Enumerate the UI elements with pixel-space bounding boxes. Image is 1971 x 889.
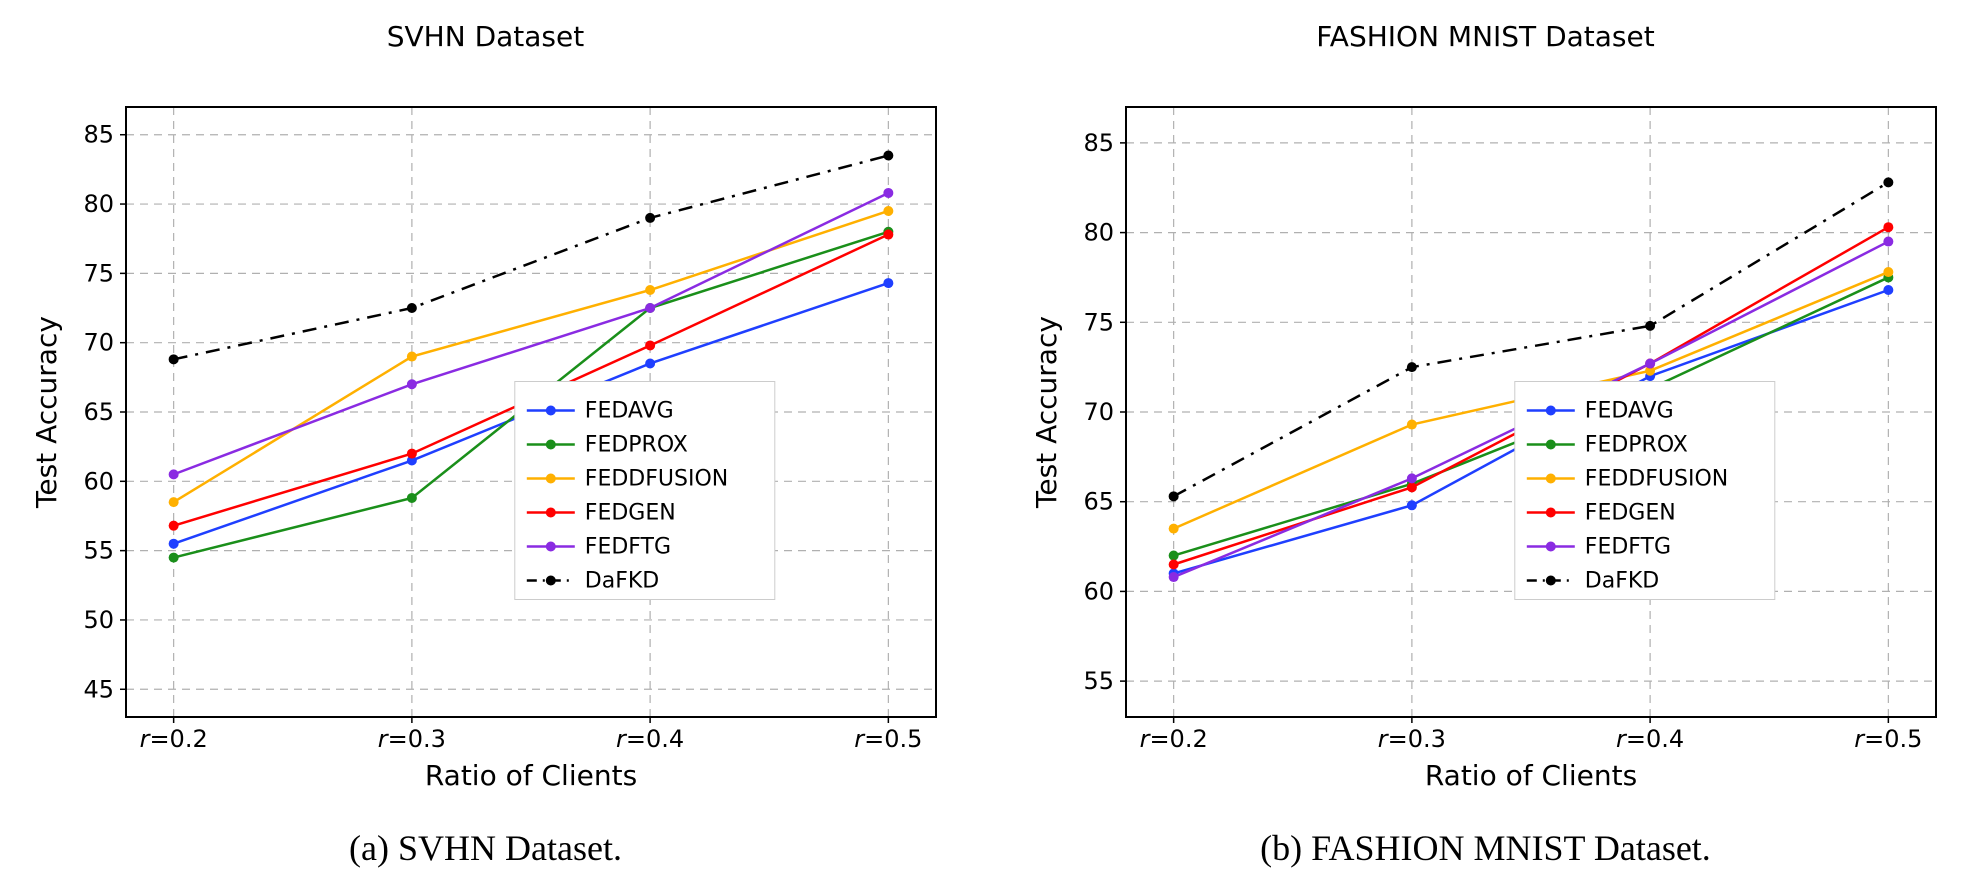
- series-marker-FEDAVG: [883, 278, 893, 288]
- series-marker-FEDFTG: [1406, 473, 1416, 483]
- series-marker-FEDDFUSION: [883, 206, 893, 216]
- series-marker-FEDFTG: [883, 188, 893, 198]
- series-marker-FEDFTG: [168, 469, 178, 479]
- legend-label-FEDPROX: FEDPROX: [1584, 433, 1687, 458]
- ytick-label: 75: [83, 259, 114, 287]
- ytick-label: 70: [83, 329, 114, 357]
- chart-title-svhn: SVHN Dataset: [387, 20, 584, 53]
- series-marker-FEDAVG: [1406, 500, 1416, 510]
- xtick-label: r=0.4: [1616, 725, 1684, 753]
- ytick-label: 65: [1083, 488, 1114, 516]
- series-marker-FEDGEN: [645, 340, 655, 350]
- legend-label-FEDGEN: FEDGEN: [584, 501, 675, 526]
- xtick-label: r=0.2: [139, 725, 207, 753]
- series-marker-FEDFTG: [406, 379, 416, 389]
- series-marker-FEDAVG: [168, 539, 178, 549]
- series-marker-DaFKD: [1883, 177, 1893, 187]
- series-marker-FEDGEN: [883, 230, 893, 240]
- legend-label-FEDAVG: FEDAVG: [584, 399, 673, 424]
- x-axis-label: Ratio of Clients: [1424, 759, 1636, 792]
- series-marker-FEDGEN: [1406, 482, 1416, 492]
- series-marker-FEDAVG: [645, 358, 655, 368]
- series-marker-FEDFTG: [1883, 237, 1893, 247]
- series-marker-DaFKD: [406, 303, 416, 313]
- legend-label-DaFKD: DaFKD: [584, 569, 658, 594]
- series-marker-FEDDFUSION: [406, 352, 416, 362]
- chart-caption-fashion: (b) FASHION MNIST Dataset.: [1260, 827, 1711, 869]
- series-marker-FEDFTG: [1645, 359, 1655, 369]
- xtick-label: r=0.3: [377, 725, 445, 753]
- xtick-label: r=0.4: [616, 725, 684, 753]
- series-marker-FEDGEN: [1883, 222, 1893, 232]
- legend-label-FEDFTG: FEDFTG: [584, 535, 670, 560]
- series-marker-DaFKD: [645, 213, 655, 223]
- series-marker-FEDDFUSION: [645, 285, 655, 295]
- series-marker-FEDAVG: [1883, 285, 1893, 295]
- chart-svg-fashion: 55 60 65 70 75 80 85 r=0.2 r=0.3 r=0.4 r=0.5 Ratio …: [1006, 57, 1966, 817]
- series-marker-FEDGEN: [168, 521, 178, 531]
- chart-caption-svhn: (a) SVHN Dataset.: [349, 827, 622, 869]
- legend-label-FEDDFUSION: FEDDFUSION: [584, 467, 727, 492]
- series-marker-FEDFTG: [1168, 572, 1178, 582]
- series-marker-FEDPROX: [406, 493, 416, 503]
- chart-panel-svhn: SVHN Dataset 45 50 55 60 65 70 75 80 85 r=0.2 r=0.3…: [6, 20, 966, 869]
- series-marker-DaFKD: [168, 354, 178, 364]
- series-marker-FEDDFUSION: [1406, 420, 1416, 430]
- ytick-label: 85: [1083, 129, 1114, 157]
- ytick-label: 55: [83, 537, 114, 565]
- xtick-label: r=0.3: [1377, 725, 1445, 753]
- chart-panel-fashion: FASHION MNIST Dataset 55 60 65 70 75 80 85 r=0.2…: [1006, 20, 1966, 869]
- y-axis-label: Test Accuracy: [1030, 316, 1063, 509]
- series-marker-DaFKD: [1645, 321, 1655, 331]
- xtick-label: r=0.5: [1854, 725, 1922, 753]
- series-marker-FEDDFUSION: [168, 497, 178, 507]
- ytick-label: 75: [1083, 308, 1114, 336]
- series-marker-FEDDFUSION: [1883, 267, 1893, 277]
- series-marker-DaFKD: [1168, 491, 1178, 501]
- series-marker-FEDGEN: [1168, 560, 1178, 570]
- ytick-label: 80: [83, 190, 114, 218]
- ytick-label: 60: [83, 467, 114, 495]
- legend-label-FEDDFUSION: FEDDFUSION: [1584, 467, 1727, 492]
- y-axis-label: Test Accuracy: [30, 316, 63, 509]
- series-marker-FEDGEN: [406, 449, 416, 459]
- series-marker-DaFKD: [1406, 362, 1416, 372]
- xtick-label: r=0.2: [1139, 725, 1207, 753]
- ytick-label: 55: [1083, 667, 1114, 695]
- ytick-label: 65: [83, 398, 114, 426]
- ytick-label: 45: [83, 675, 114, 703]
- ytick-label: 50: [83, 606, 114, 634]
- legend-label-DaFKD: DaFKD: [1584, 569, 1658, 594]
- series-marker-FEDFTG: [645, 303, 655, 313]
- ytick-label: 85: [83, 121, 114, 149]
- legend-label-FEDFTG: FEDFTG: [1584, 535, 1670, 560]
- legend-label-FEDPROX: FEDPROX: [584, 433, 687, 458]
- series-marker-FEDPROX: [1168, 551, 1178, 561]
- chart-svg-svhn: 45 50 55 60 65 70 75 80 85 r=0.2 r=0.3 r=0.4 r=0.5 Ra…: [6, 57, 966, 817]
- x-axis-label: Ratio of Clients: [424, 759, 636, 792]
- series-marker-FEDDFUSION: [1168, 524, 1178, 534]
- series-marker-FEDPROX: [168, 553, 178, 563]
- legend-label-FEDGEN: FEDGEN: [1584, 501, 1675, 526]
- ytick-label: 60: [1083, 577, 1114, 605]
- series-marker-DaFKD: [883, 151, 893, 161]
- xtick-label: r=0.5: [854, 725, 922, 753]
- ytick-label: 80: [1083, 219, 1114, 247]
- chart-title-fashion: FASHION MNIST Dataset: [1316, 20, 1654, 53]
- legend-label-FEDAVG: FEDAVG: [1584, 399, 1673, 424]
- ytick-label: 70: [1083, 398, 1114, 426]
